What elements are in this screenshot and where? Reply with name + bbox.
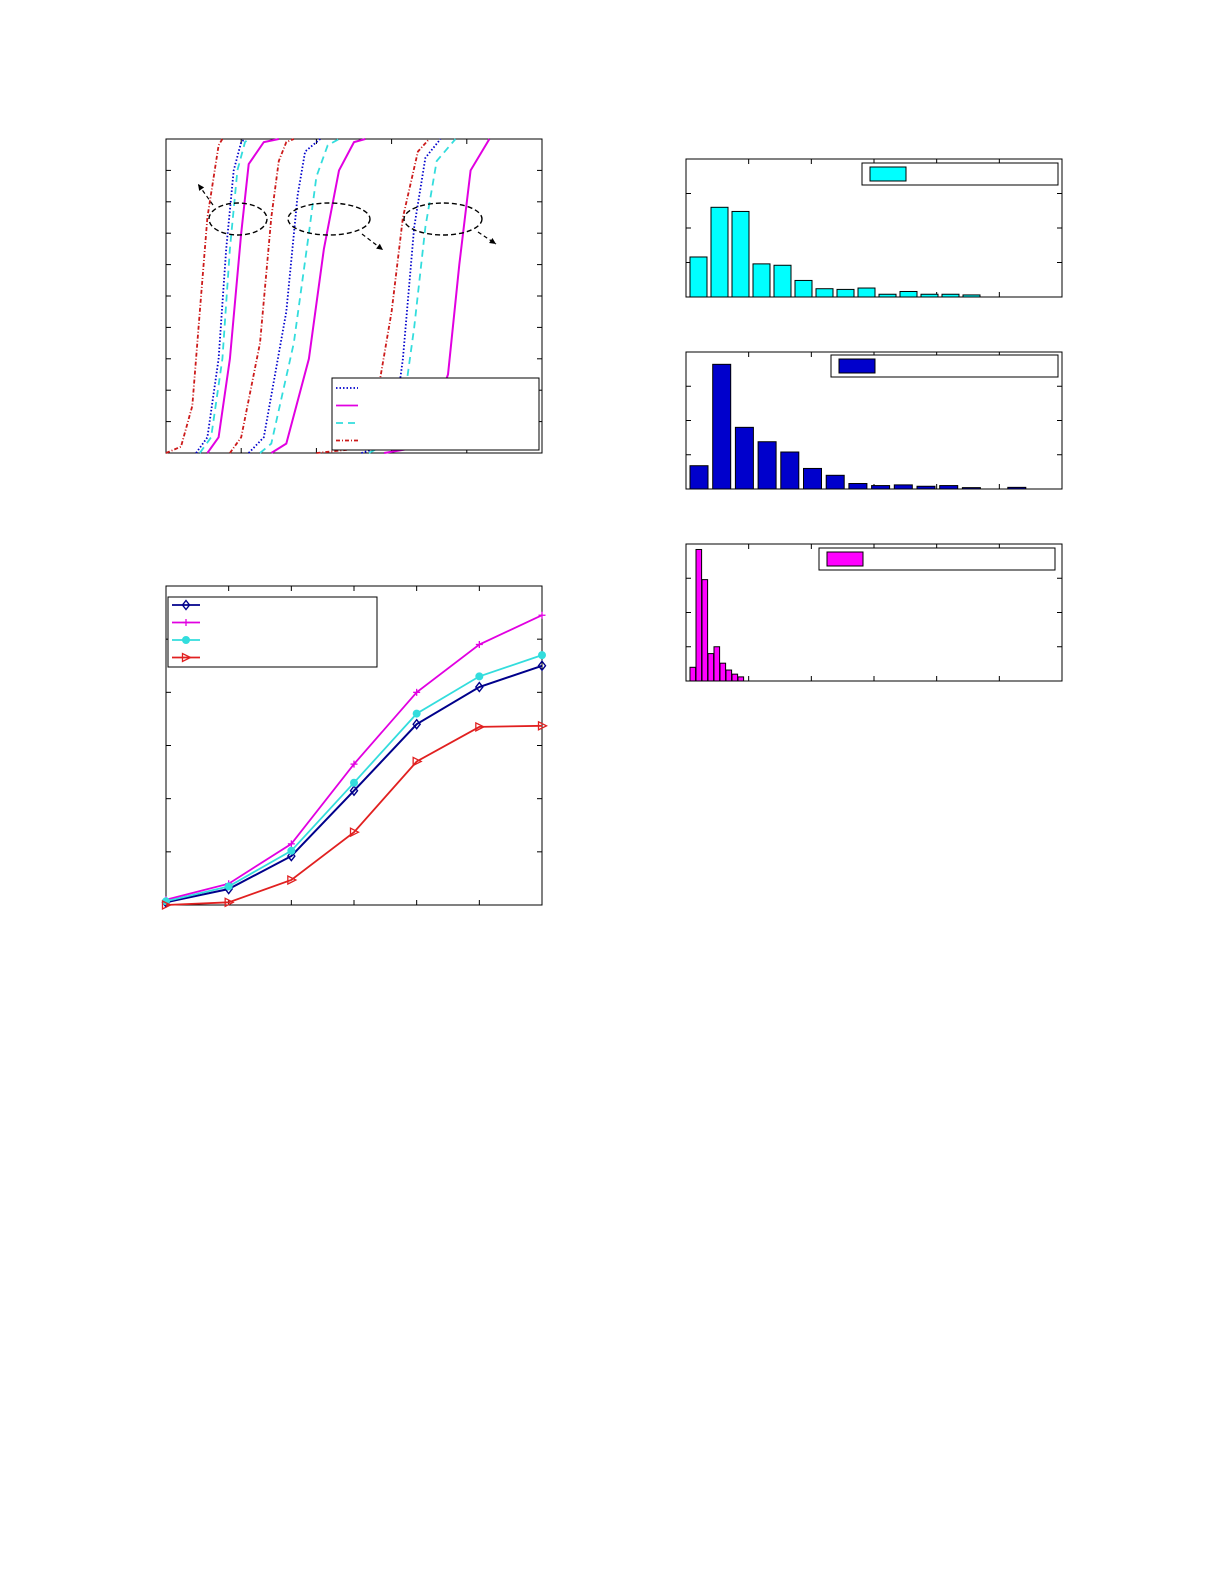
lines-point-4-1 xyxy=(161,899,172,911)
group-arrow-head-1 xyxy=(198,184,205,191)
hist1-bar-6 xyxy=(794,279,813,298)
group-ellipse-2 xyxy=(287,202,371,236)
lines-point-1-5 xyxy=(412,718,422,730)
lines-legend-marker-4 xyxy=(181,652,192,663)
lines-legend-marker-2 xyxy=(182,619,190,626)
hist3-legend-swatch xyxy=(826,551,864,567)
hist1-bar-9 xyxy=(857,287,876,298)
cdf-chart xyxy=(165,138,543,454)
hist3-bar-8 xyxy=(731,673,739,682)
histogram-cyan xyxy=(685,158,1063,298)
hist1-bar-1 xyxy=(689,256,708,298)
lines-series-line-3 xyxy=(165,654,543,903)
hist2-bar-2 xyxy=(712,363,732,490)
hist2-bar-1 xyxy=(689,465,709,490)
lines-point-3-3 xyxy=(287,846,296,855)
hist2-bar-4 xyxy=(757,441,777,490)
hist2-bar-7 xyxy=(825,474,845,490)
hist2-bar-10 xyxy=(893,484,913,490)
cdf-series-line-5 xyxy=(229,138,295,454)
hist3-bar-4 xyxy=(707,653,715,682)
lines-point-1-3 xyxy=(286,850,296,862)
hist3-bar-1 xyxy=(689,666,697,682)
lines-point-4-3 xyxy=(287,874,298,886)
lines-point-2-3 xyxy=(287,840,295,848)
hist3-bar-3 xyxy=(701,579,709,682)
hist1-bar-8 xyxy=(836,288,855,298)
lines-point-3-7 xyxy=(538,651,546,660)
lines-point-3-6 xyxy=(475,672,484,681)
cdf-series-line-3 xyxy=(199,138,250,454)
lines-point-3-2 xyxy=(224,882,233,891)
lines-point-4-4 xyxy=(349,827,360,838)
line-chart xyxy=(161,585,548,911)
group-arrow-head-3 xyxy=(489,237,496,244)
hist3-bar-5 xyxy=(713,646,721,682)
hist1-bar-7 xyxy=(815,288,834,298)
lines-point-4-6 xyxy=(475,721,486,732)
hist1-bar-12 xyxy=(920,293,939,298)
hist1-legend-box xyxy=(861,162,1059,186)
hist2-bar-8 xyxy=(848,483,868,490)
hist3-bar-6 xyxy=(719,662,727,682)
lines-legend-marker-3 xyxy=(182,636,190,644)
hist1-bar-14 xyxy=(962,294,981,298)
hist2-bar-5 xyxy=(780,451,800,490)
hist3-legend-box xyxy=(818,547,1056,571)
hist2-bar-3 xyxy=(734,426,754,490)
lines-point-1-7 xyxy=(537,660,547,672)
lines-point-4-2 xyxy=(224,897,235,908)
hist2-bar-15 xyxy=(1007,486,1027,490)
lines-legend-marker-1 xyxy=(181,599,191,611)
hist1-bar-3 xyxy=(731,210,750,298)
hist2-legend-swatch xyxy=(838,358,876,374)
hist1-bar-13 xyxy=(941,293,960,298)
hist1-bar-5 xyxy=(773,264,792,298)
cdf-series-line-4 xyxy=(206,138,280,454)
group-arrow-head-2 xyxy=(376,243,383,250)
lines-point-2-5 xyxy=(413,688,421,696)
hist2-bar-6 xyxy=(803,467,822,490)
hist2-bar-9 xyxy=(871,485,891,490)
cdf-series-line-8 xyxy=(270,138,366,454)
hist2-legend-box xyxy=(830,354,1059,378)
lines-point-4-5 xyxy=(412,756,423,767)
hist3-bar-7 xyxy=(725,669,733,682)
group-ellipse-1 xyxy=(208,202,268,236)
hist1-bar-10 xyxy=(878,293,897,298)
hist2-bar-13 xyxy=(961,487,981,490)
cdf-series-line-7 xyxy=(259,138,340,454)
cdf-series-line-6 xyxy=(248,138,321,454)
lines-point-1-6 xyxy=(474,681,484,693)
lines-point-2-6 xyxy=(475,640,483,648)
hist1-bar-4 xyxy=(752,263,771,298)
hist1-bar-11 xyxy=(899,290,918,298)
lines-point-4-7 xyxy=(537,720,548,731)
group-ellipse-3 xyxy=(403,202,483,236)
hist3-bar-2 xyxy=(695,548,703,682)
histogram-blue xyxy=(685,351,1063,490)
group-arrow-line-3 xyxy=(477,231,497,245)
lines-point-2-7 xyxy=(538,611,546,619)
cdf-series-line-10 xyxy=(361,138,442,454)
hist1-bar-2 xyxy=(710,206,729,298)
hist1-legend-swatch xyxy=(869,166,907,182)
lines-point-1-4 xyxy=(349,785,359,797)
cdf-series-line-1 xyxy=(165,138,224,454)
lines-point-3-4 xyxy=(350,778,358,787)
histogram-magenta xyxy=(685,543,1063,682)
hist2-bar-12 xyxy=(939,485,959,490)
hist2-bar-11 xyxy=(916,485,936,490)
hist3-bar-9 xyxy=(737,676,745,682)
lines-series-line-4 xyxy=(165,724,543,906)
lines-point-2-4 xyxy=(350,760,358,768)
lines-point-3-5 xyxy=(412,709,421,718)
lines-legend-box xyxy=(167,596,378,668)
cdf-legend-box xyxy=(331,377,540,451)
cdf-series-line-2 xyxy=(195,138,246,454)
